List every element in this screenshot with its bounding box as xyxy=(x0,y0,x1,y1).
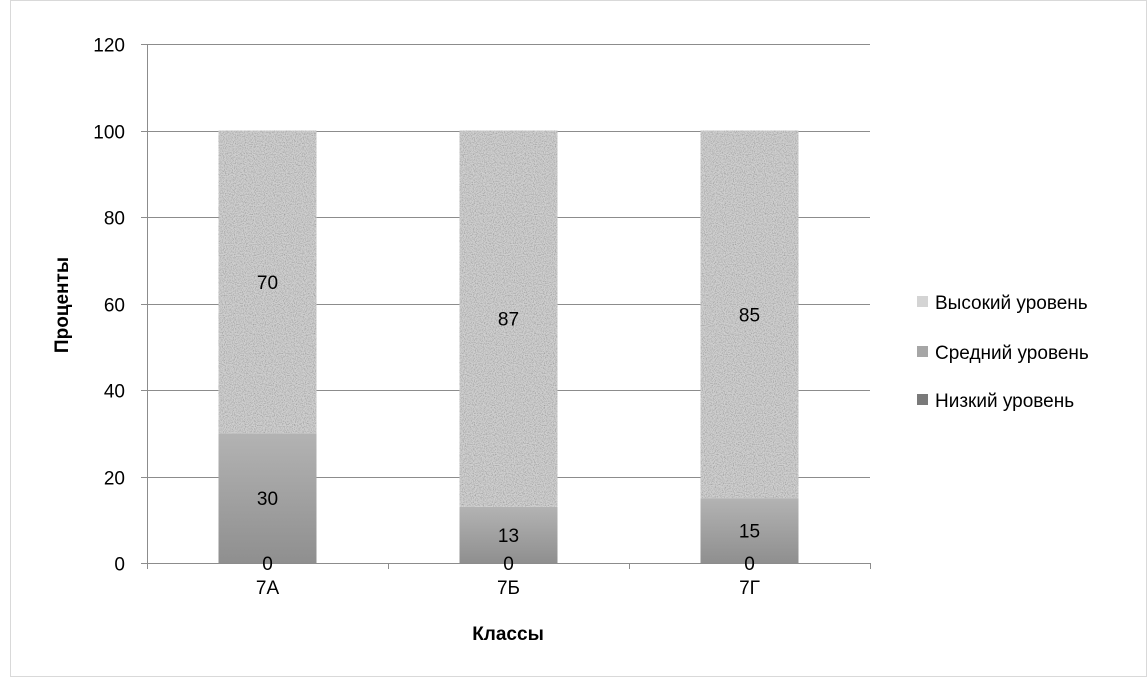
bar-segment-high xyxy=(218,130,317,434)
data-label: 0 xyxy=(503,554,514,575)
data-label: 87 xyxy=(498,310,519,331)
y-tick-label: 40 xyxy=(104,382,125,403)
y-tick-label: 120 xyxy=(93,36,125,57)
y-tick-label: 60 xyxy=(104,296,125,317)
y-axis-title: Проценты xyxy=(52,257,73,353)
y-tick-label: 0 xyxy=(114,555,125,576)
y-tick-label: 100 xyxy=(93,123,125,144)
data-label: 70 xyxy=(257,273,278,294)
data-label: 85 xyxy=(739,305,760,326)
legend-swatch-high xyxy=(917,296,928,307)
data-label: 0 xyxy=(262,554,273,575)
x-axis-title: Классы xyxy=(472,624,544,645)
data-labels: 0 30 70 0 13 87 0 15 85 xyxy=(257,273,760,575)
data-label: 13 xyxy=(498,526,519,547)
legend-label-low: Низкий уровень xyxy=(935,391,1074,412)
legend-swatch-low xyxy=(917,394,928,405)
x-tick-label: 7Г xyxy=(739,578,760,599)
data-label: 30 xyxy=(257,489,278,510)
legend-swatch-mid xyxy=(917,346,928,357)
bars xyxy=(218,130,799,563)
y-tick-label: 20 xyxy=(104,469,125,490)
chart-border xyxy=(10,0,1147,677)
axes: 0 20 40 60 80 100 120 7А 7Б 7Г xyxy=(93,36,871,599)
x-tick-label: 7А xyxy=(256,578,280,599)
data-label: 15 xyxy=(739,522,760,543)
legend-label-mid: Средний уровень xyxy=(935,343,1089,364)
bar-segment-mid xyxy=(700,498,799,563)
legend: Высокий уровень Средний уровень Низкий у… xyxy=(917,293,1089,412)
legend-label-high: Высокий уровень xyxy=(935,293,1088,314)
bar-segment-mid xyxy=(218,433,317,563)
data-label: 0 xyxy=(744,554,755,575)
y-tick-label: 80 xyxy=(104,209,125,230)
bar-segment-high xyxy=(700,130,799,499)
bar-segment-mid xyxy=(459,506,558,563)
bar-segment-high xyxy=(459,130,558,507)
x-tick-label: 7Б xyxy=(497,578,520,599)
